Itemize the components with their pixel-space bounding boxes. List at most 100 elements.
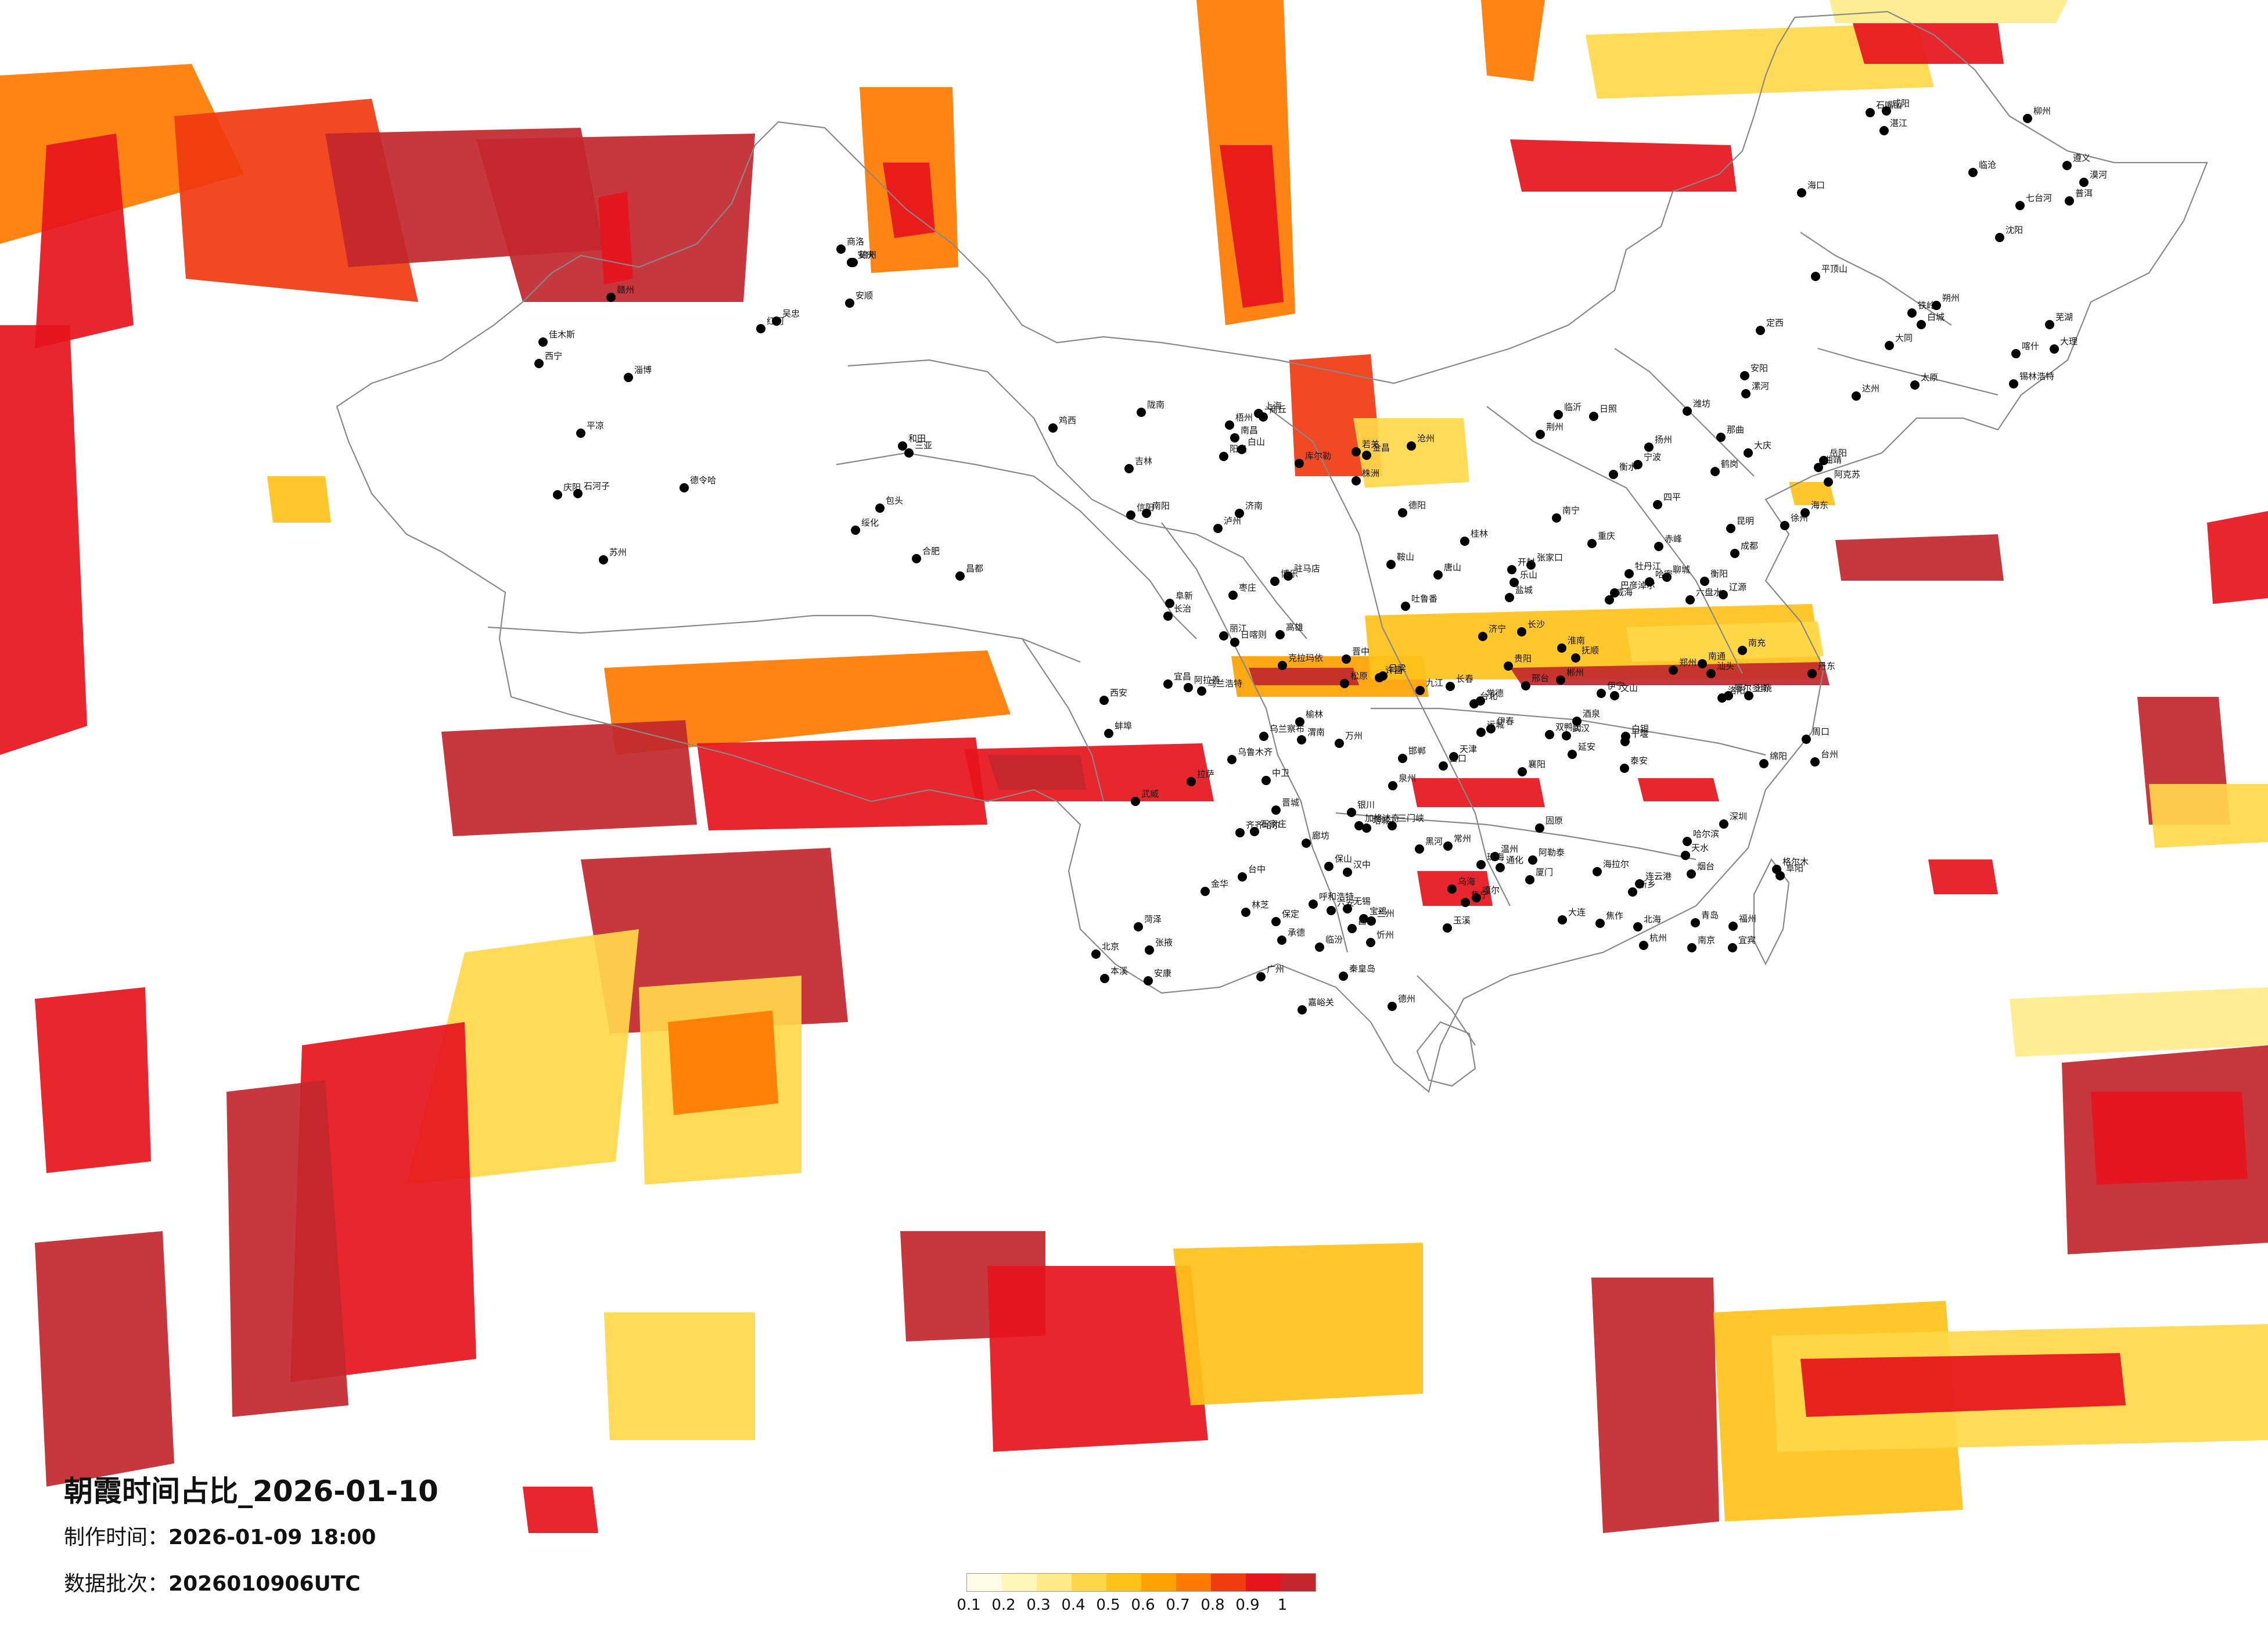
city-dot	[1744, 448, 1753, 458]
city-label: 聊城	[1673, 564, 1690, 575]
city-dot	[1756, 326, 1765, 335]
city-marker: 厦门	[1525, 867, 1553, 884]
city-marker: 那曲	[1716, 425, 1744, 442]
city-label: 梧州	[1235, 412, 1253, 423]
city-label: 淄博	[634, 365, 652, 375]
made-time-label: 制作时间：	[64, 1526, 169, 1549]
city-marker: 焦作	[1595, 911, 1623, 928]
city-label: 桂林	[1471, 528, 1488, 539]
city-dot	[1633, 460, 1642, 469]
city-dot	[1271, 805, 1281, 815]
legend-swatch	[1072, 1574, 1106, 1591]
city-marker: 伊春	[1486, 716, 1514, 733]
city-dot	[1738, 646, 1747, 655]
city-dot	[1885, 341, 1894, 350]
city-dot	[1628, 887, 1637, 897]
city-marker: 通化	[1496, 855, 1523, 872]
province-border	[847, 359, 1307, 639]
city-marker: 安阳	[1740, 363, 1768, 380]
city-dot	[1343, 904, 1352, 913]
city-marker: 吴忠	[772, 308, 800, 326]
probability-patch	[1173, 1243, 1423, 1405]
probability-patch	[1638, 778, 1719, 801]
city-dot	[1907, 308, 1917, 318]
city-dot	[1165, 599, 1174, 608]
city-marker: 松原	[1340, 671, 1368, 688]
probability-patch	[1928, 859, 1998, 894]
city-marker: 扬州	[1644, 434, 1672, 452]
city-dot	[1433, 570, 1443, 580]
city-label: 阜阳	[1786, 863, 1803, 873]
city-label: 唐山	[1444, 562, 1461, 573]
city-marker: 柳州	[2023, 106, 2051, 123]
city-marker: 德令哈	[680, 475, 716, 492]
city-marker: 长治	[1163, 603, 1191, 621]
city-label: 陇南	[1147, 400, 1164, 410]
city-dot	[1558, 915, 1567, 924]
city-dot	[1780, 521, 1789, 530]
probability-patch	[598, 192, 633, 285]
city-dot	[1415, 686, 1425, 695]
city-label: 张家口	[1537, 552, 1563, 563]
city-marker: 信阳	[1126, 502, 1154, 520]
city-label: 临沧	[1979, 160, 1996, 170]
city-label: 日照	[1600, 404, 1617, 414]
city-dot	[1219, 631, 1228, 641]
city-dot	[1219, 452, 1228, 461]
city-dot	[1407, 441, 1416, 451]
city-marker: 张家口	[1526, 552, 1563, 570]
city-label: 武威	[1141, 789, 1159, 799]
city-marker: 丽江	[1219, 623, 1247, 641]
city-marker: 苏州	[599, 547, 627, 564]
city-label: 乐山	[1520, 570, 1537, 580]
probability-patch	[1586, 23, 1934, 99]
legend-tick: 0.5	[1096, 1596, 1120, 1614]
city-label: 德令哈	[690, 475, 716, 485]
city-marker: 洛阳	[1717, 685, 1745, 703]
city-label: 加格达奇	[1365, 813, 1400, 823]
city-dot	[1302, 839, 1311, 848]
city-dot	[1706, 669, 1716, 678]
legend-swatch	[1246, 1574, 1281, 1591]
city-dot	[1461, 898, 1470, 907]
city-marker: 博乐	[1270, 569, 1298, 586]
city-label: 柳州	[2033, 106, 2051, 116]
city-dot	[1230, 638, 1239, 647]
probability-patch	[1510, 662, 1830, 685]
city-dot	[1807, 669, 1817, 678]
city-label: 济南	[1245, 501, 1263, 511]
legend-tick: 0.8	[1201, 1596, 1225, 1614]
city-marker: 德州	[1388, 994, 1415, 1011]
city-marker: 六盘水	[1685, 587, 1722, 605]
city-label: 西宁	[545, 351, 562, 361]
legend-swatch	[1176, 1574, 1211, 1591]
city-label: 定西	[1766, 318, 1784, 328]
city-dot	[534, 359, 544, 368]
city-label: 抚顺	[1582, 645, 1599, 656]
city-dot	[1324, 862, 1334, 871]
city-marker: 吐鲁番	[1401, 593, 1437, 611]
city-dot	[1134, 922, 1143, 931]
city-label: 辽源	[1729, 582, 1746, 592]
city-marker: 西宁	[534, 351, 562, 368]
city-marker: 安庆	[847, 250, 875, 267]
city-marker: 塔城	[1362, 815, 1390, 833]
city-label: 沧州	[1417, 433, 1435, 444]
city-dot	[1347, 808, 1356, 817]
city-marker: 郑州	[1669, 657, 1696, 675]
city-marker: 九江	[1415, 678, 1443, 695]
city-marker: 玉溪	[1443, 915, 1471, 933]
city-dot	[1521, 681, 1530, 690]
city-label: 克拉玛依	[1288, 653, 1323, 663]
probability-patch	[1365, 604, 1824, 679]
city-marker: 淮南	[1557, 635, 1585, 653]
city-dot	[1654, 542, 1663, 551]
probability-patch	[2149, 784, 2268, 848]
city-dot	[1866, 108, 1875, 117]
city-marker: 德阳	[1398, 500, 1426, 517]
city-dot	[1398, 754, 1407, 763]
city-dot	[1241, 908, 1250, 917]
city-dot	[2079, 178, 2089, 187]
city-marker: 锡林浩特	[2009, 371, 2054, 388]
city-label: 温州	[1501, 844, 1518, 854]
